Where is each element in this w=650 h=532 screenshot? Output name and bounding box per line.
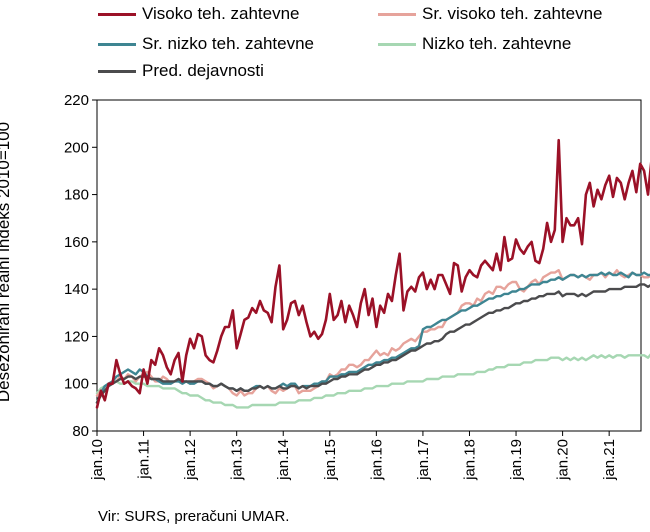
y-tick-label: 80 [72, 423, 89, 440]
legend-label: Sr. visoko teh. zahtevne [422, 4, 603, 23]
x-tick-label: jan.21 [601, 439, 618, 481]
y-tick-label: 160 [64, 234, 89, 251]
legend-swatch [378, 42, 416, 46]
legend-label: Nizko teh. zahtevne [422, 34, 572, 53]
series-line-nizko-teh-zahtevne [95, 353, 650, 409]
y-tick-label: 120 [64, 328, 89, 345]
x-tick-label: jan.18 [461, 439, 478, 481]
y-tick-label: 200 [64, 139, 89, 156]
series-line-sr-visoko-teh-zahtevne [95, 269, 650, 397]
legend-item-sr-nizko: Sr. nizko teh. zahtevne [98, 34, 314, 54]
legend-item-nizko: Nizko teh. zahtevne [378, 34, 571, 54]
x-tick-label: jan.17 [415, 439, 432, 481]
y-tick-label: 220 [64, 92, 89, 109]
series-line-pred-dejavnosti [95, 283, 650, 404]
legend-label: Sr. nizko teh. zahtevne [142, 34, 314, 53]
legend-item-visoko: Visoko teh. zahtevne [98, 4, 300, 24]
y-tick-label: 140 [64, 281, 89, 298]
x-tick-label: jan.14 [275, 439, 292, 481]
x-tick-label: jan.10 [89, 439, 106, 481]
plot-frame [96, 99, 642, 432]
x-tick-label: jan.12 [182, 439, 199, 481]
axes: 80 100 120 140 160 180 200 220 jan.10 jan.11 jan.1… [64, 92, 642, 481]
legend-item-sr-visoko: Sr. visoko teh. zahtevne [378, 4, 603, 24]
legend-swatch [98, 42, 136, 46]
x-tick-label: jan.11 [136, 439, 153, 480]
legend-swatch [378, 12, 416, 16]
x-tick-label: jan.19 [508, 439, 525, 481]
legend: Visoko teh. zahtevne Sr. visoko teh. zah… [0, 0, 650, 90]
x-tick-label: jan.20 [555, 439, 572, 481]
y-tick-label: 180 [64, 187, 89, 204]
x-tick-label: jan.16 [368, 439, 385, 481]
legend-item-pred: Pred. dejavnosti [98, 61, 264, 81]
legend-label: Visoko teh. zahtevne [142, 4, 300, 23]
series-line-visoko-teh-zahtevne [95, 138, 650, 409]
source-note: Vir: SURS, preračuni UMAR. [98, 508, 290, 525]
legend-label: Pred. dejavnosti [142, 61, 264, 80]
x-tick-label: jan.15 [322, 439, 339, 481]
series-group [95, 138, 650, 409]
y-tick-label: 100 [64, 376, 89, 393]
x-tick-label: jan.13 [229, 439, 246, 481]
legend-swatch [98, 12, 136, 16]
legend-swatch [98, 69, 136, 73]
